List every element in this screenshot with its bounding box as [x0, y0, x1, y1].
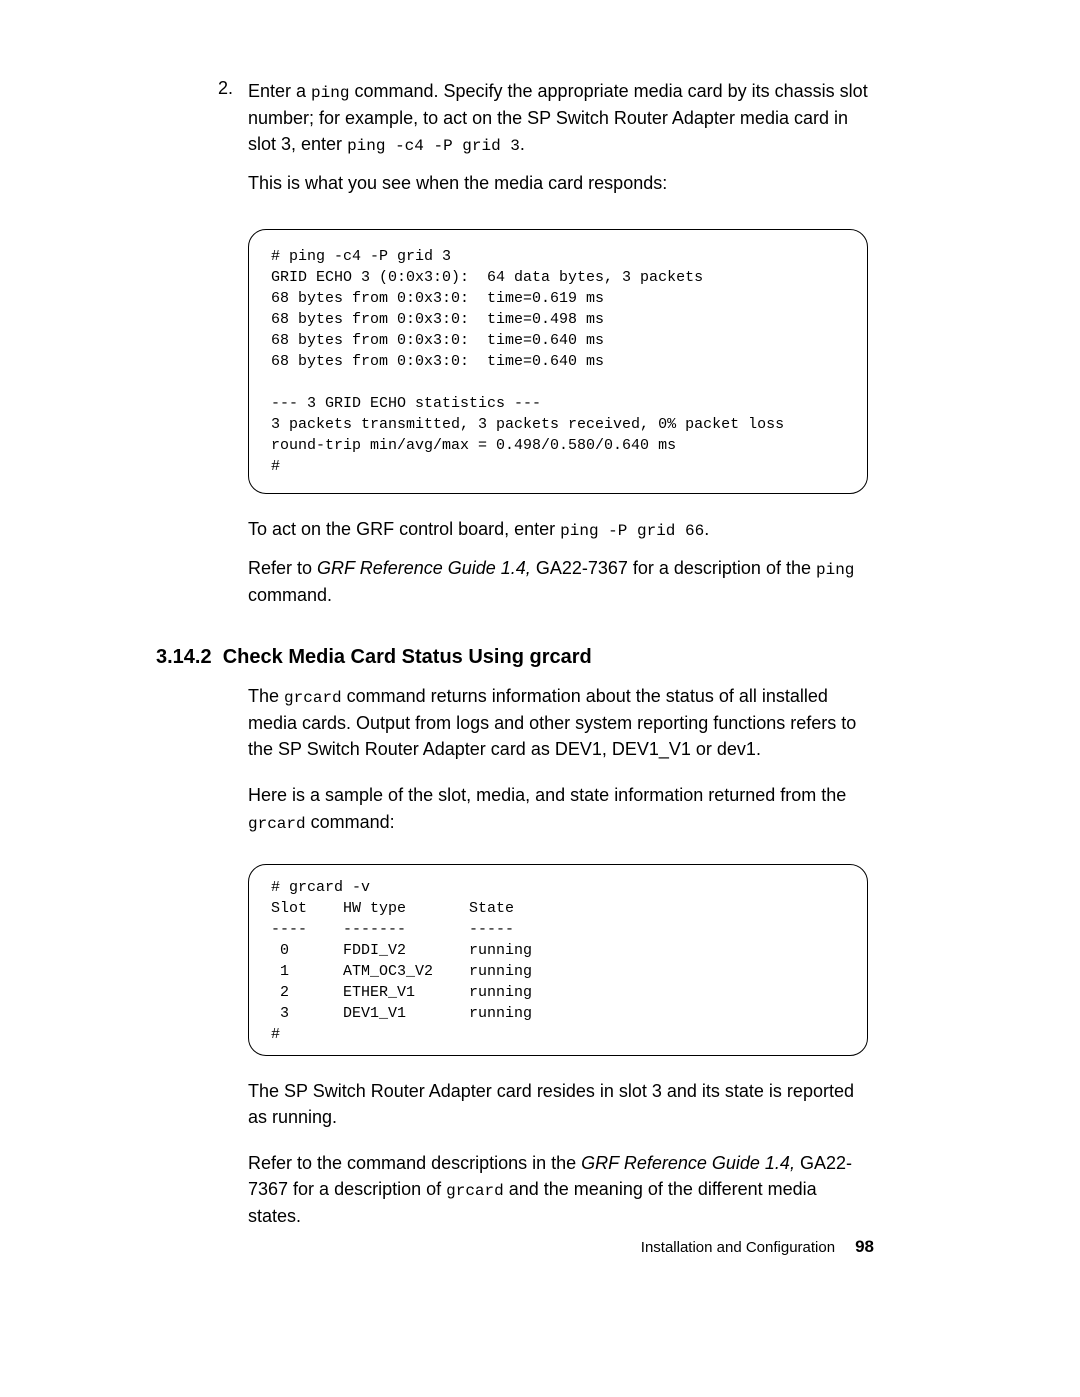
section-body: The grcard command returns information a…	[248, 683, 868, 836]
text: .	[520, 134, 525, 154]
code-line: Slot HW type State	[271, 898, 845, 919]
text: Here is a sample of the slot, media, and…	[248, 785, 846, 805]
page-content: 2. Enter a ping command. Specify the app…	[0, 0, 1080, 1229]
inline-code: grcard	[284, 689, 342, 707]
code-line: 3 DEV1_V1 running	[271, 1003, 845, 1024]
code-line: 1 ATM_OC3_V2 running	[271, 961, 845, 982]
step-2: 2. Enter a ping command. Specify the app…	[218, 78, 868, 197]
code-line: 68 bytes from 0:0x3:0: time=0.619 ms	[271, 288, 845, 309]
code-line: # grcard -v	[271, 877, 845, 898]
inline-code: ping	[816, 561, 854, 579]
doc-title: GRF Reference Guide 1.4,	[317, 558, 531, 578]
text: GA22-7367 for a description of the	[531, 558, 816, 578]
after-grcard-text: The SP Switch Router Adapter card reside…	[248, 1078, 868, 1230]
page-footer: Installation and Configuration 98	[641, 1237, 874, 1257]
code-line: #	[271, 456, 845, 477]
text: command.	[248, 585, 332, 605]
response-intro: This is what you see when the media card…	[248, 170, 868, 196]
footer-text: Installation and Configuration	[641, 1239, 835, 1256]
section-title: Check Media Card Status Using grcard	[223, 646, 592, 668]
grcard-sample-intro: Here is a sample of the slot, media, and…	[248, 782, 868, 835]
code-line: GRID ECHO 3 (0:0x3:0): 64 data bytes, 3 …	[271, 267, 845, 288]
inline-code: ping -c4 -P grid 3	[347, 137, 520, 155]
code-line: 68 bytes from 0:0x3:0: time=0.640 ms	[271, 330, 845, 351]
code-line: 68 bytes from 0:0x3:0: time=0.498 ms	[271, 309, 845, 330]
inline-code: ping -P grid 66	[560, 522, 704, 540]
inline-code: ping	[311, 84, 349, 102]
code-line: # ping -c4 -P grid 3	[271, 246, 845, 267]
text: The	[248, 686, 284, 706]
inline-code: grcard	[446, 1182, 504, 1200]
page-number: 98	[855, 1237, 874, 1256]
text: Refer to the command descriptions in the	[248, 1153, 581, 1173]
text: Refer to	[248, 558, 317, 578]
text: Enter a	[248, 81, 311, 101]
slot3-note: The SP Switch Router Adapter card reside…	[248, 1078, 868, 1130]
text: To act on the GRF control board, enter	[248, 519, 560, 539]
refer-ping: Refer to GRF Reference Guide 1.4, GA22-7…	[248, 555, 868, 608]
after-ping-text: To act on the GRF control board, enter p…	[248, 516, 868, 608]
code-line: #	[271, 1024, 845, 1045]
doc-title: GRF Reference Guide 1.4,	[581, 1153, 795, 1173]
inline-code: grcard	[248, 815, 306, 833]
step-number: 2.	[218, 78, 248, 197]
code-line: round-trip min/avg/max = 0.498/0.580/0.6…	[271, 435, 845, 456]
code-line: 68 bytes from 0:0x3:0: time=0.640 ms	[271, 351, 845, 372]
code-line: 2 ETHER_V1 running	[271, 982, 845, 1003]
grcard-intro: The grcard command returns information a…	[248, 683, 868, 762]
code-line: 3 packets transmitted, 3 packets receive…	[271, 414, 845, 435]
text: .	[704, 519, 709, 539]
refer-grcard: Refer to the command descriptions in the…	[248, 1150, 868, 1229]
code-line: 0 FDDI_V2 running	[271, 940, 845, 961]
step-text: Enter a ping command. Specify the approp…	[248, 78, 868, 197]
code-output-ping: # ping -c4 -P grid 3 GRID ECHO 3 (0:0x3:…	[248, 229, 868, 494]
section-heading: 3.14.2 Check Media Card Status Using grc…	[156, 646, 868, 669]
code-line	[271, 372, 845, 393]
code-output-grcard: # grcard -v Slot HW type State ---- ----…	[248, 864, 868, 1056]
section-number: 3.14.2	[156, 646, 212, 668]
text: command:	[306, 812, 395, 832]
code-line: ---- ------- -----	[271, 919, 845, 940]
grf-control-note: To act on the GRF control board, enter p…	[248, 516, 868, 543]
code-line: --- 3 GRID ECHO statistics ---	[271, 393, 845, 414]
